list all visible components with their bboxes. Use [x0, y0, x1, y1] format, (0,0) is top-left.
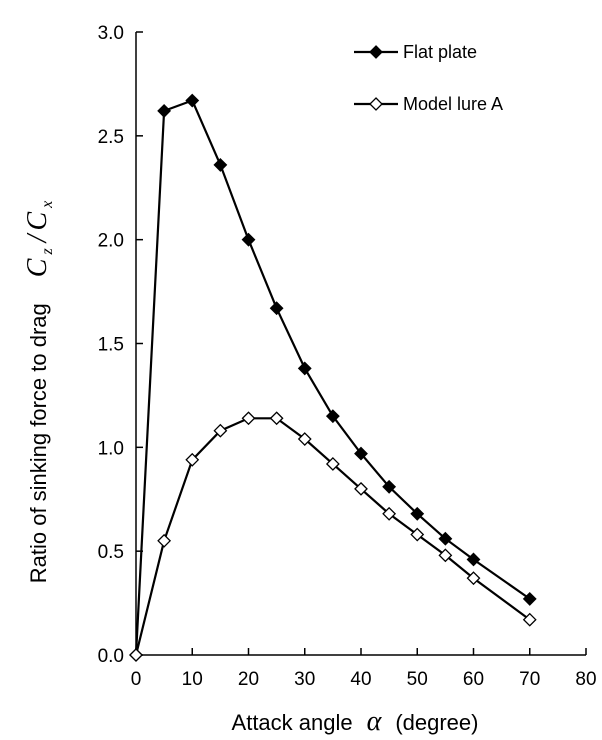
y-axis-denominator-subscript: x: [39, 201, 56, 209]
x-tick-label: 60: [463, 669, 484, 690]
data-point-model-lure-a: [522, 612, 537, 627]
x-ticks: 0 10 20 30 40 50 60 70 80: [131, 648, 597, 690]
x-tick-label: 50: [407, 669, 428, 690]
legend-label-flat-plate: Flat plate: [403, 42, 477, 62]
y-axis-denominator-symbol: C: [22, 212, 53, 231]
svg-text:Ratio of sinking force to drag: Ratio of sinking force to drag C z / C x: [22, 201, 56, 584]
legend-marker-model-lure-a: [369, 97, 383, 111]
data-point-flat-plate: [522, 592, 537, 606]
data-point-model-lure-a: [297, 432, 312, 446]
data-point-model-lure-a: [466, 571, 481, 586]
data-point-model-lure-a: [185, 452, 200, 467]
y-axis-label: Ratio of sinking force to drag C z / C x: [22, 201, 56, 584]
data-point-flat-plate: [241, 232, 256, 247]
y-axis-numerator-subscript: z: [39, 248, 56, 256]
y-axis-label-text: Ratio of sinking force to drag: [26, 303, 51, 583]
legend-item-flat-plate: Flat plate: [354, 42, 477, 62]
x-axis-label: Attack angle α (degree): [232, 706, 479, 737]
y-axis-numerator-symbol: C: [22, 258, 53, 277]
x-tick-label: 70: [519, 669, 540, 690]
y-tick-label: 0.5: [98, 542, 124, 563]
data-point-model-lure-a: [129, 648, 143, 662]
y-tick-label: 2.5: [98, 127, 124, 148]
data-point-flat-plate: [382, 479, 397, 494]
data-point-model-lure-a: [325, 457, 340, 471]
data-point-flat-plate: [325, 409, 340, 424]
data-point-flat-plate: [297, 361, 312, 376]
series-layer: [129, 93, 537, 662]
data-point-model-lure-a: [410, 527, 425, 542]
y-axis-slash: /: [22, 232, 53, 244]
data-point-model-lure-a: [213, 423, 228, 438]
data-point-model-lure-a: [382, 506, 397, 521]
x-tick-label: 20: [238, 669, 259, 690]
data-point-flat-plate: [354, 446, 368, 461]
y-tick-label: 1.0: [98, 438, 124, 459]
data-point-model-lure-a: [354, 481, 368, 496]
y-tick-label: 0.0: [98, 646, 124, 667]
data-point-flat-plate: [185, 93, 200, 108]
x-tick-label: 40: [350, 669, 371, 690]
data-point-model-lure-a: [269, 411, 284, 426]
y-tick-label: 2.0: [98, 231, 124, 252]
legend-label-model-lure-a: Model lure A: [403, 94, 503, 114]
y-ticks: 0.0 0.5 1.0 1.5 2.0 2.5 3.0: [98, 23, 143, 667]
x-tick-label: 30: [294, 669, 315, 690]
x-tick-label: 0: [131, 669, 142, 690]
data-point-model-lure-a: [157, 533, 172, 548]
x-axis-label-prefix: Attack angle: [232, 710, 353, 735]
legend-item-model-lure-a: Model lure A: [354, 94, 503, 114]
x-axis-label-symbol: α: [367, 706, 383, 737]
series-line-flat-plate: [134, 99, 531, 656]
data-point-flat-plate: [157, 103, 172, 118]
x-axis-label-suffix: (degree): [395, 710, 478, 735]
data-point-model-lure-a: [241, 411, 256, 426]
legend: Flat plate Model lure A: [354, 42, 503, 114]
series-model-lure-a: [129, 411, 537, 662]
y-tick-label: 3.0: [98, 23, 124, 44]
data-point-model-lure-a: [438, 548, 453, 563]
y-tick-label: 1.5: [98, 335, 124, 356]
data-point-flat-plate: [438, 531, 453, 546]
data-point-flat-plate: [466, 552, 481, 567]
data-point-flat-plate: [410, 506, 425, 521]
x-tick-label: 80: [575, 669, 596, 690]
data-point-flat-plate: [269, 301, 284, 316]
x-tick-label: 10: [182, 669, 203, 690]
series-line-model-lure-a: [134, 417, 531, 656]
data-point-flat-plate: [213, 157, 228, 172]
legend-marker-flat-plate: [369, 45, 383, 59]
